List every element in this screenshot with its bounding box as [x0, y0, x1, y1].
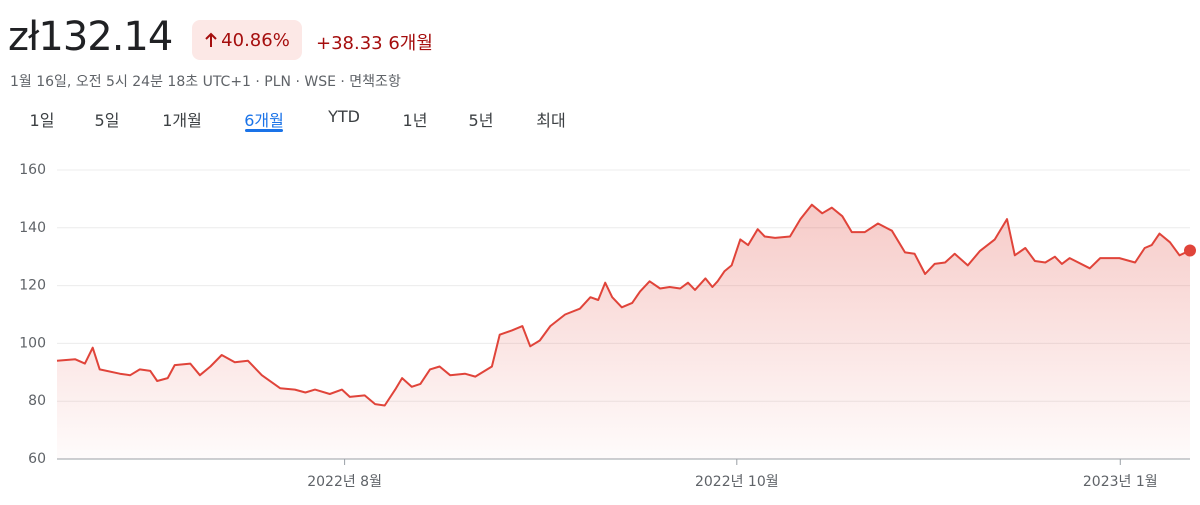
y-tick-label: 140: [19, 220, 46, 236]
y-tick-label: 120: [19, 278, 46, 294]
tab[interactable]: 1개월: [162, 111, 202, 130]
x-tick-label: 2022년 10월: [695, 474, 779, 490]
price-line: [56, 203, 1191, 407]
x-tick-label: 2022년 8월: [307, 474, 382, 490]
tab[interactable]: 1일: [29, 111, 55, 130]
change-value: +38.33: [316, 33, 383, 54]
price: zł132.14: [8, 14, 173, 60]
tab[interactable]: YTD: [328, 107, 360, 126]
x-tick-label: 2023년 1월: [1083, 474, 1158, 490]
tab[interactable]: 최대: [536, 111, 566, 130]
y-tick-label: 60: [28, 451, 46, 467]
tab-underline: [245, 129, 283, 132]
change-period: 6개월: [388, 33, 433, 54]
subtitle: 1월 16일, 오전 5시 24분 18초 UTC+1 · PLN · WSE …: [10, 74, 401, 90]
tab[interactable]: 6개월: [244, 111, 284, 130]
area: [57, 204, 1190, 459]
last-point: [1184, 244, 1196, 257]
up-arrow: [205, 32, 217, 47]
y-tick-label: 80: [28, 393, 46, 409]
tab[interactable]: 5년: [468, 111, 494, 130]
tab[interactable]: 1년: [402, 111, 428, 130]
change-pct: 40.86%: [221, 29, 290, 51]
change-abs: +38.33 6개월: [316, 29, 433, 55]
y-tick-label: 160: [19, 162, 46, 178]
y-tick-label: 100: [19, 335, 46, 351]
change-badge: 40.86%: [192, 20, 302, 60]
tab[interactable]: 5일: [94, 111, 120, 130]
